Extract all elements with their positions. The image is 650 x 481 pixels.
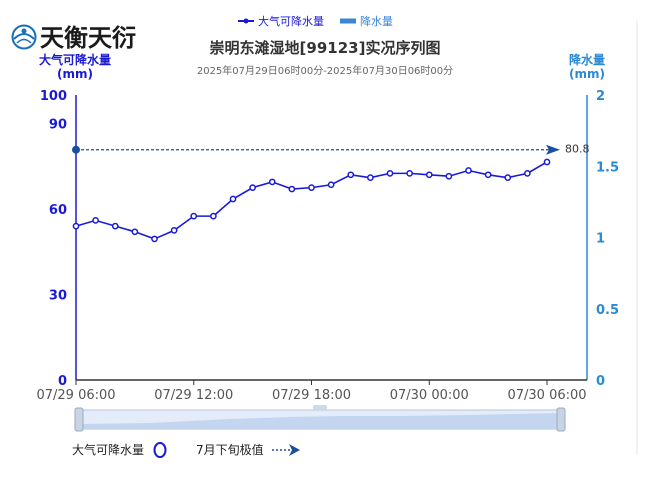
x-ticks: 07/29 06:00 07/29 12:00 07/29 18:00 07/30 0… (36, 380, 587, 403)
series-pw-point[interactable] (249, 184, 256, 191)
y-left-tick-label: 30 (49, 289, 67, 304)
series-pw-point[interactable] (190, 212, 198, 220)
y-right-tick-label: 2 (596, 89, 605, 104)
y-left-tick-label: 60 (49, 203, 67, 218)
logo: 天衡天衍 (11, 23, 136, 52)
series-pw-point[interactable] (72, 222, 80, 230)
legend-pw-label: 大气可降水量 (258, 14, 324, 28)
series-pw-point[interactable] (268, 178, 276, 186)
reference-line-start-dot (72, 145, 80, 154)
legend-item-rain[interactable]: 降水量 (340, 14, 393, 28)
series-pw-point[interactable] (210, 212, 217, 220)
y-right-unit: (mm) (569, 67, 605, 81)
bottom-legend-extreme-label: 7月下旬极值 (196, 442, 264, 457)
top-legend: 大气可降水量 降水量 (238, 14, 393, 28)
legend-item-pw[interactable]: 大气可降水量 (238, 14, 324, 28)
series-pw-point[interactable] (308, 184, 315, 191)
y-right-label: 降水量 (569, 52, 605, 67)
series-pw-point[interactable] (151, 235, 158, 243)
y-right-tick-label: 0.5 (596, 303, 619, 318)
y-right-ticks: 0 0.5 1 1.5 2 (596, 89, 619, 389)
series-pw-point[interactable] (170, 227, 178, 234)
data-zoom-grip[interactable] (313, 405, 327, 410)
y-left-tick-label: 90 (49, 118, 67, 133)
series-pw-point[interactable] (445, 172, 453, 180)
data-zoom-slider[interactable] (74, 405, 566, 432)
series-pw-point[interactable] (347, 171, 355, 179)
series-pw-point[interactable] (465, 167, 472, 174)
chart-title: 崇明东滩湿地[99123]实况序列图 (210, 39, 441, 57)
reference-line-value: 80.8 (565, 143, 590, 156)
data-zoom-handle-right[interactable] (556, 407, 566, 432)
series-pw-point[interactable] (406, 170, 413, 177)
y-right-tick-label: 1.5 (596, 160, 619, 175)
y-left-label: 大气可降水量 (39, 52, 111, 67)
series-pw-point[interactable] (484, 171, 492, 179)
series-pw-point[interactable] (327, 181, 335, 189)
y-left-tick-label: 100 (40, 89, 67, 104)
series-pw-point[interactable] (92, 217, 99, 224)
series-pw-point[interactable] (229, 195, 237, 203)
series-pw-point[interactable] (131, 228, 139, 236)
reference-line-group: 80.8 (72, 143, 590, 156)
bottom-legend-extreme-arrow-icon[interactable] (289, 444, 300, 456)
y-left-unit: (mm) (57, 67, 93, 81)
series-pw-point[interactable] (367, 174, 374, 181)
bottom-legend: 大气可降水量 7月下旬极值 (72, 442, 300, 458)
series-pw-point[interactable] (524, 170, 531, 177)
y-left-tick-label: 0 (58, 374, 67, 389)
y-right-tick-label: 1 (596, 232, 605, 247)
data-zoom-handle-left[interactable] (74, 407, 84, 432)
y-left-ticks: 0 30 60 90 100 (40, 89, 67, 389)
logo-emblem-icon (11, 24, 37, 50)
bottom-legend-pw-label: 大气可降水量 (72, 442, 144, 457)
series-pw-point[interactable] (543, 158, 551, 166)
x-tick-label: 07/29 12:00 (154, 388, 233, 403)
chart-subtitle: 2025年07月29日06时00分-2025年07月30日06时00分 (197, 64, 453, 77)
series-pw (72, 158, 551, 243)
series-pw-point[interactable] (288, 185, 296, 193)
data-zoom-preview (80, 413, 560, 429)
reference-line-arrow-icon (546, 144, 560, 155)
series-pw-point[interactable] (504, 174, 512, 181)
x-tick-label: 07/29 06:00 (36, 388, 115, 403)
logo-text: 天衡天衍 (40, 23, 136, 52)
x-tick-label: 07/30 06:00 (507, 388, 586, 403)
bottom-legend-pw-marker-icon[interactable] (153, 442, 167, 458)
y-right-tick-label: 0 (596, 374, 605, 389)
series-pw-line (75, 161, 548, 240)
legend-rain-label: 降水量 (360, 14, 393, 28)
x-tick-label: 07/29 18:00 (272, 388, 351, 403)
series-pw-point[interactable] (425, 171, 433, 179)
x-tick-label: 07/30 00:00 (390, 388, 469, 403)
series-pw-point[interactable] (386, 170, 394, 177)
series-pw-point[interactable] (111, 222, 119, 230)
